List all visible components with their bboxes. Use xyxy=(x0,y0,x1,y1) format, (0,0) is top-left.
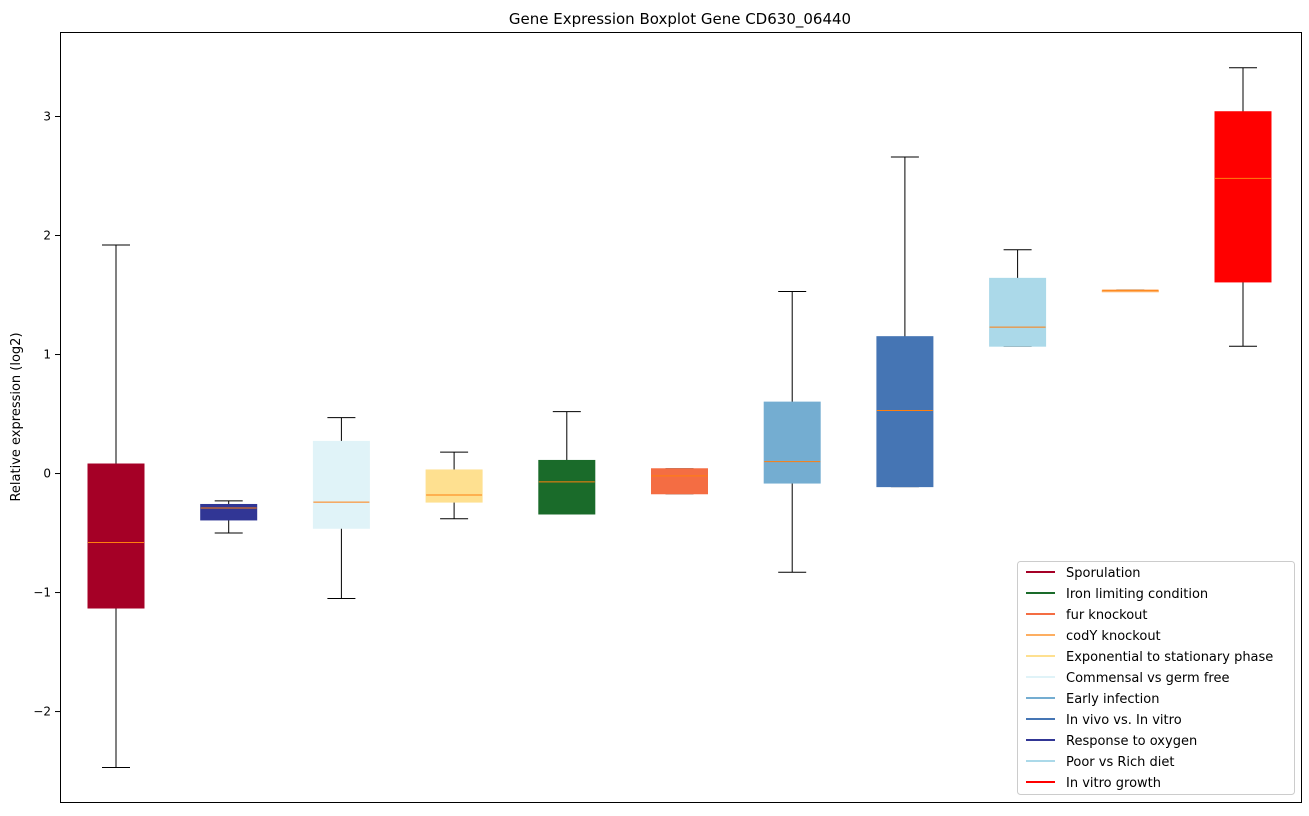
legend-label: Response to oxygen xyxy=(1066,734,1197,749)
box-poor-vs-rich-diet xyxy=(989,249,1047,347)
box-iron-limiting-condition xyxy=(538,411,596,515)
legend-label: Exponential to stationary phase xyxy=(1066,650,1273,665)
legend-label: Sporulation xyxy=(1066,566,1141,581)
box-cody-knockout xyxy=(1101,289,1159,293)
y-axis-label: Relative expression (log2) xyxy=(9,332,24,501)
legend-label: Commensal vs germ free xyxy=(1066,671,1229,686)
chart-title: Gene Expression Boxplot Gene CD630_06440 xyxy=(509,10,851,29)
y-tick-label: 1 xyxy=(43,348,51,362)
box-fur-knockout xyxy=(651,468,708,495)
legend-label: In vivo vs. In vitro xyxy=(1066,713,1182,728)
box-sporulation xyxy=(87,244,145,768)
box-body xyxy=(651,468,708,495)
legend-frame xyxy=(1017,561,1295,795)
box-commensal-vs-germ-free xyxy=(312,417,370,599)
legend-label: Iron limiting condition xyxy=(1066,587,1208,602)
legend-label: codY knockout xyxy=(1066,629,1161,644)
box-body xyxy=(989,277,1047,347)
box-body xyxy=(763,401,821,484)
y-tick-label: 3 xyxy=(43,109,51,123)
legend: Sporulation Iron limiting condition fur kn… xyxy=(1017,561,1295,795)
box-response-to-oxygen xyxy=(200,500,258,534)
box-body xyxy=(1214,111,1272,283)
box-body xyxy=(200,503,258,521)
box-exponential-to-stationary-phase xyxy=(425,451,483,520)
legend-label: In vitro growth xyxy=(1066,776,1161,791)
y-tick-label: −1 xyxy=(33,586,51,600)
plot-frame xyxy=(60,32,1302,803)
box-in-vitro-growth xyxy=(1214,67,1272,347)
y-tick-label: 0 xyxy=(43,467,51,481)
box-body xyxy=(87,463,145,609)
box-body xyxy=(876,336,934,488)
box-body xyxy=(312,440,370,529)
legend-label: Early infection xyxy=(1066,692,1159,707)
box-body xyxy=(538,459,596,515)
legend-label: Poor vs Rich diet xyxy=(1066,755,1174,770)
y-tick-label: 2 xyxy=(43,229,51,243)
box-in-vivo-vs-in-vitro xyxy=(876,156,934,488)
legend-label: fur knockout xyxy=(1066,608,1148,623)
box-early-infection xyxy=(763,290,821,573)
box-body xyxy=(425,469,483,503)
y-tick-label: −2 xyxy=(33,705,51,719)
